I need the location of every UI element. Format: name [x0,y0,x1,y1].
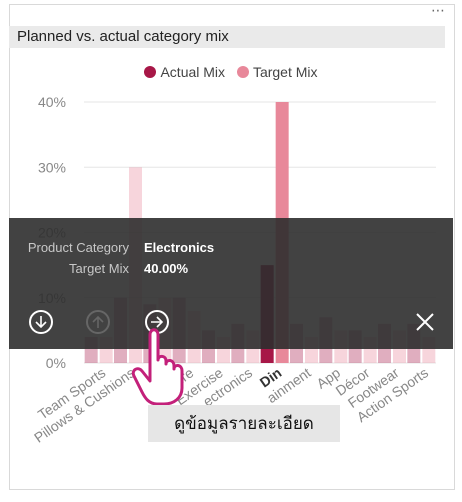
legend-label-actual: Actual Mix [160,64,226,80]
visual-title: Planned vs. actual category mix [17,28,229,45]
arrow-right-circle-icon [151,316,164,328]
x-category-label: Lig [143,364,167,388]
arrow-up-circle-icon [92,315,104,328]
legend-label-target: Target Mix [252,64,318,80]
close-icon [416,313,434,331]
legend-swatch-actual [144,66,157,78]
drill-down-button[interactable] [29,310,53,334]
tooltip-key-category: Product Category [27,240,129,255]
y-tick-label: 0% [46,355,66,371]
arrow-down-circle-icon [35,316,47,329]
drill-up-button[interactable] [86,310,110,334]
see-details-button[interactable] [145,310,169,334]
tooltip-value-category: Electronics [144,240,215,255]
tooltip-value-target: 40.00% [144,261,189,276]
legend-item-actual[interactable]: Actual Mix [144,64,225,80]
tooltip-panel: Product Category Electronics Target Mix … [9,218,453,349]
see-details-callout: ดูข้อมูลรายละเอียด [148,405,340,442]
y-tick-label: 40% [38,94,66,110]
visual-title-bar: Planned vs. actual category mix [9,26,445,48]
legend-swatch-target [236,66,249,78]
chart-legend: Actual Mix Target Mix [0,64,462,80]
more-options-icon[interactable]: ⋯ [431,2,446,18]
legend-item-target[interactable]: Target Mix [236,64,318,80]
tooltip-key-target: Target Mix [69,261,129,276]
close-tooltip-button[interactable] [415,312,435,332]
y-tick-label: 30% [38,159,66,175]
